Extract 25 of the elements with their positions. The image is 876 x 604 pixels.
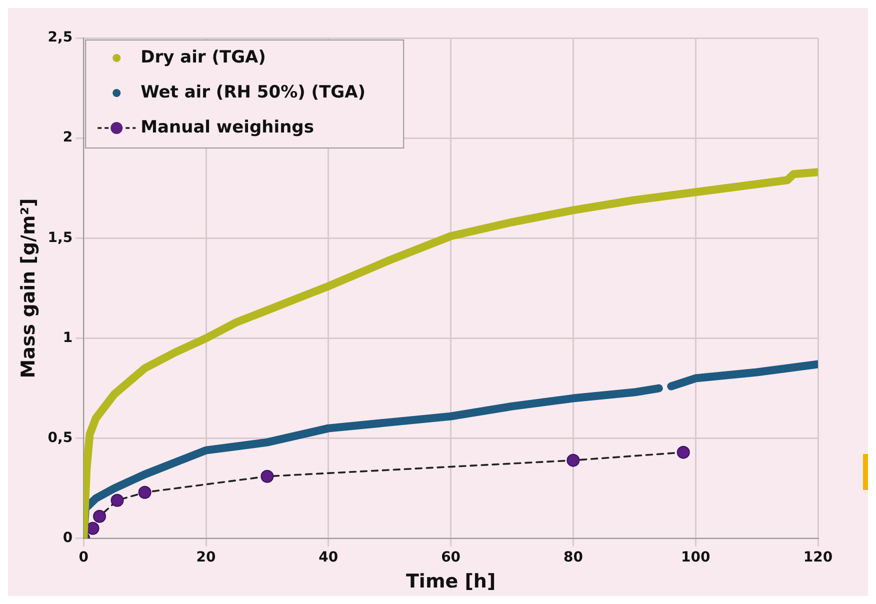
x-tick-label: 100 [680,549,710,566]
y-tick-label: 2,5 [48,30,73,46]
point [676,446,690,459]
legend-label: Manual weighings [140,117,314,138]
point [138,486,152,499]
x-tick-label: 60 [441,549,461,566]
point [260,470,274,483]
x-tick-label: 0 [78,549,89,566]
point [93,510,106,523]
point [86,522,100,535]
y-tick-label: 0 [62,530,73,546]
x-tick-label: 40 [318,549,338,566]
x-tick-label: 120 [803,549,833,566]
y-tick-label: 0,5 [48,430,73,446]
x-axis-title: Time [h] [406,570,496,593]
legend-label: Wet air (RH 50%) (TGA) [140,82,366,102]
y-axis-title: Mass gain [g/m²] [17,198,40,378]
point [566,454,580,467]
x-tick-label: 80 [563,549,584,566]
y-tick-label: 1,5 [48,230,73,246]
point [110,494,124,507]
legend-label: Dry air (TGA) [140,47,266,68]
x-tick-label: 20 [196,549,216,566]
y-tick-label: 1 [62,330,73,346]
y-tick-label: 2 [62,130,73,146]
